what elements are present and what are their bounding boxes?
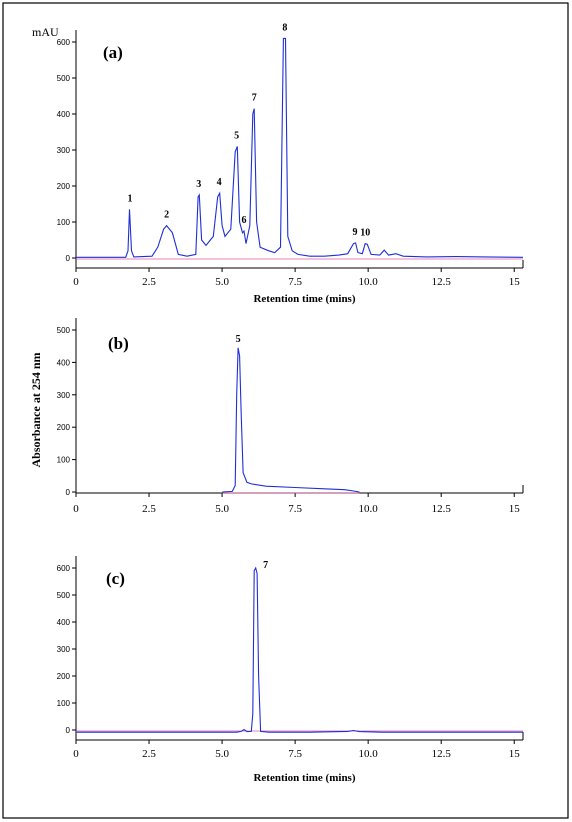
panel-label: (b) xyxy=(108,334,129,353)
panel-label: (c) xyxy=(106,569,125,588)
y-tick-label: 300 xyxy=(57,146,71,155)
y-tick-label: 0 xyxy=(66,726,71,735)
y-tick-label: 200 xyxy=(57,672,71,681)
y-tick-label: 100 xyxy=(57,456,71,465)
peak-label: 1 xyxy=(128,193,133,204)
y-tick-label: 400 xyxy=(57,618,71,627)
peak-label: 9 xyxy=(353,227,358,238)
x-tick-label: 15 xyxy=(509,503,521,515)
x-tick-label: 7.5 xyxy=(288,276,302,288)
panel-label: (a) xyxy=(103,43,123,62)
x-tick-label: 2.5 xyxy=(142,748,156,760)
panel-b: 0 100 200 300 400 500 0 2.5 5.0 7.5 10.0 12.5 15 5 (b) xyxy=(57,318,524,515)
peak-label: 7 xyxy=(263,560,268,571)
y-tick-label: 600 xyxy=(57,38,71,47)
y-tick-label: 400 xyxy=(57,358,71,367)
peak-label: 4 xyxy=(217,177,222,188)
peak-label: 7 xyxy=(252,93,257,104)
peak-label: 5 xyxy=(236,334,241,345)
y-tick-label: 500 xyxy=(57,74,71,83)
x-tick-label: 5.0 xyxy=(215,276,229,288)
y-tick-label: 100 xyxy=(57,699,71,708)
y-tick-label: 600 xyxy=(57,564,71,573)
chromatogram-trace xyxy=(76,37,524,258)
x-tick-label: 0 xyxy=(73,276,79,288)
y-tick-label: 100 xyxy=(57,218,71,227)
peak-label: 6 xyxy=(241,215,246,226)
peak-label: 3 xyxy=(196,179,201,190)
x-tick-label: 2.5 xyxy=(142,276,156,288)
x-axis-label: Retention time (mins) xyxy=(253,772,355,784)
x-tick-label: 15 xyxy=(509,748,521,760)
peak-label: 5 xyxy=(234,130,239,141)
x-axis-label: Retention time (mins) xyxy=(253,293,355,305)
x-tick-label: 5.0 xyxy=(215,503,229,515)
y-tick-label: 200 xyxy=(57,423,71,432)
peak-label: 10 xyxy=(360,228,370,239)
y-tick-label: 300 xyxy=(57,645,71,654)
x-tick-label: 7.5 xyxy=(288,748,302,760)
chromatogram-trace xyxy=(222,347,360,493)
x-tick-label: 0 xyxy=(73,748,79,760)
x-tick-label: 5.0 xyxy=(215,748,229,760)
x-tick-label: 12.5 xyxy=(432,748,452,760)
x-tick-label: 15 xyxy=(509,276,521,288)
x-tick-label: 10.0 xyxy=(359,503,379,515)
chromatogram-trace xyxy=(76,566,523,733)
panel-c: 0 100 200 300 400 500 600 0 2.5 5.0 7.5 10.0 12.5 15 7… xyxy=(57,556,524,784)
shared-y-axis-label: Absorbance at 254 nm xyxy=(29,352,43,467)
y-tick-label: 500 xyxy=(57,591,71,600)
y-tick-label: 0 xyxy=(66,488,71,497)
x-tick-label: 12.5 xyxy=(432,276,452,288)
y-tick-label: 200 xyxy=(57,182,71,191)
y-tick-label: 400 xyxy=(57,110,71,119)
x-tick-label: 0 xyxy=(73,503,79,515)
y-tick-label: 0 xyxy=(66,254,71,263)
peak-label: 2 xyxy=(164,210,169,221)
x-tick-label: 10.0 xyxy=(359,748,379,760)
peak-label: 8 xyxy=(282,22,287,33)
y-tick-label: 300 xyxy=(57,391,71,400)
x-tick-label: 2.5 xyxy=(142,503,156,515)
y-tick-label: 500 xyxy=(57,326,71,335)
x-tick-label: 7.5 xyxy=(288,503,302,515)
x-tick-label: 12.5 xyxy=(432,503,452,515)
y-unit-label: mAU xyxy=(32,25,59,39)
x-tick-label: 10.0 xyxy=(359,276,379,288)
